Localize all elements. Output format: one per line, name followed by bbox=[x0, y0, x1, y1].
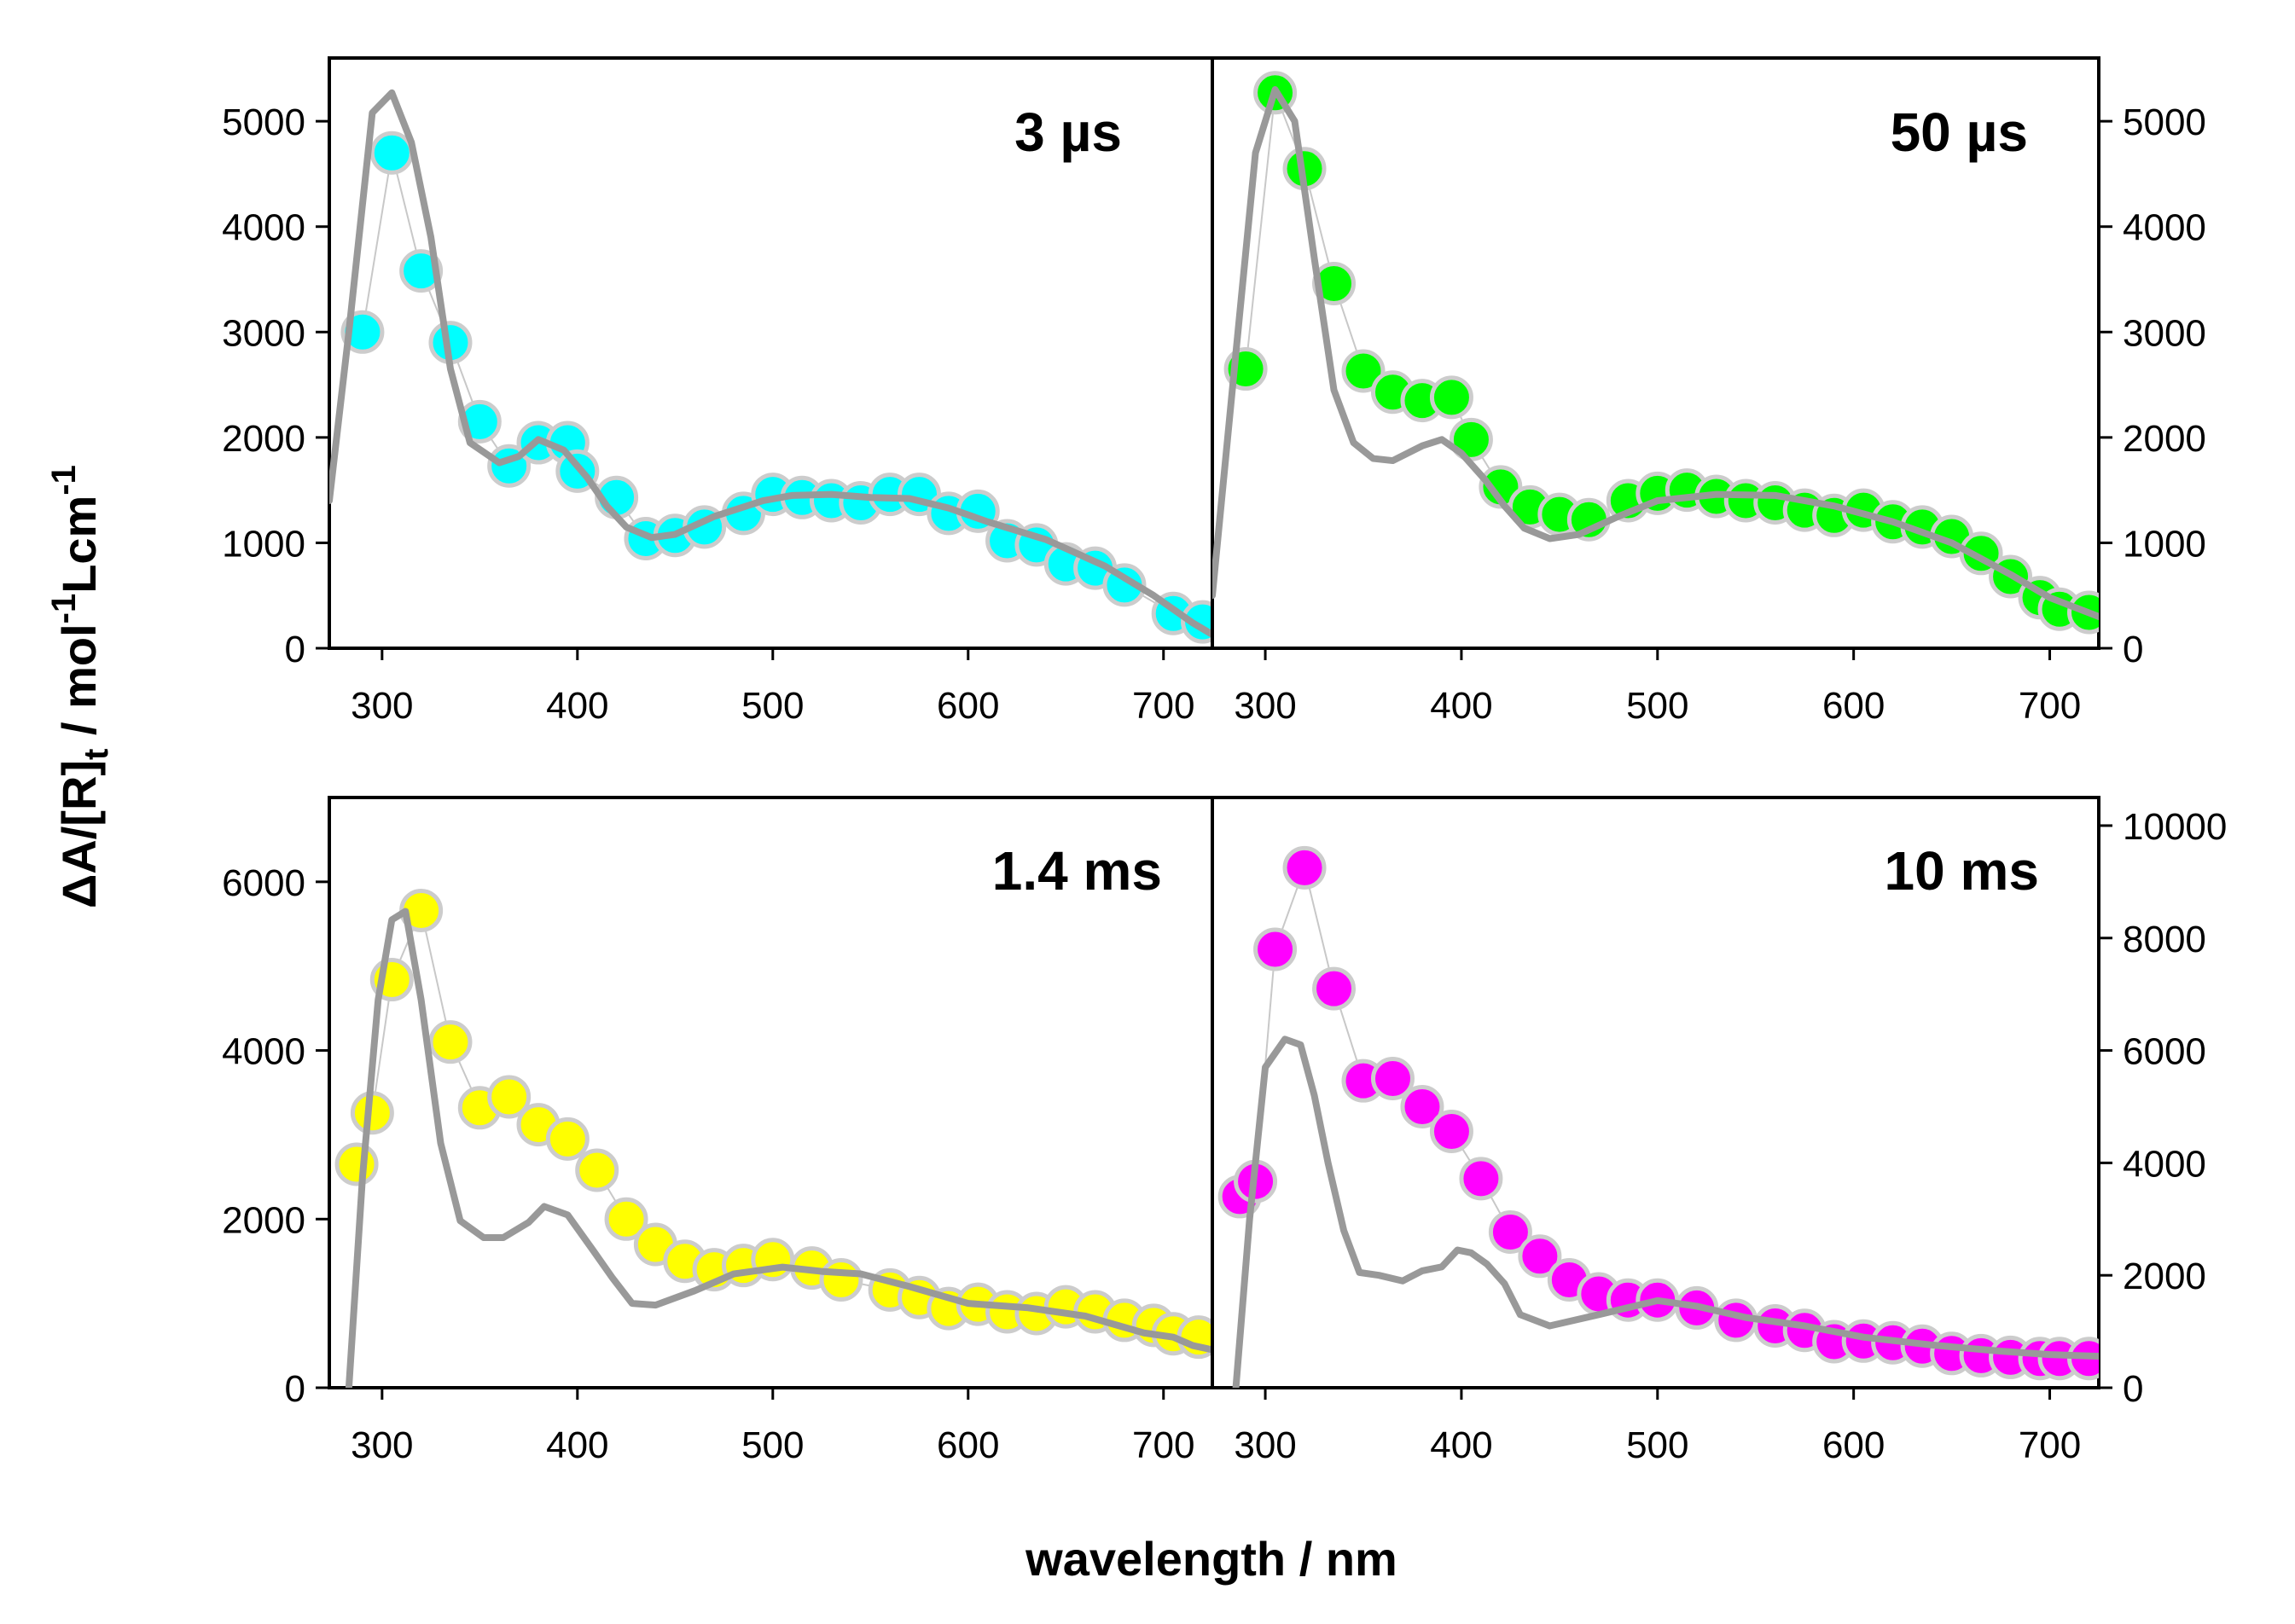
x-tick-label: 500 bbox=[741, 685, 804, 727]
x-tick-label: 400 bbox=[1430, 685, 1492, 727]
x-tick-label: 600 bbox=[1822, 685, 1885, 727]
series-3us bbox=[329, 89, 1212, 644]
data-point bbox=[1429, 375, 1473, 420]
series-1-4ms bbox=[334, 888, 1212, 1388]
data-point bbox=[819, 1257, 863, 1302]
x-tick-label: 300 bbox=[351, 1424, 413, 1466]
panel-3us: 300 400 500 600 700 0 1000 2000 3000 4000 5000 3 µs bbox=[222, 56, 1214, 727]
y-tick-label: 10000 bbox=[2123, 806, 2227, 848]
y-axis-title: ΔA/[R]t / mol-1Lcm-1 bbox=[45, 465, 115, 908]
x-tick-label: 300 bbox=[351, 685, 413, 727]
panel-label-1-4ms: 1.4 ms bbox=[992, 840, 1162, 902]
x-tick-label: 500 bbox=[741, 1424, 804, 1466]
x-tick-label: 500 bbox=[1626, 1424, 1688, 1466]
y-tick-label: 0 bbox=[285, 1368, 305, 1410]
data-point bbox=[1479, 465, 1523, 509]
y-tick-label: 1000 bbox=[2123, 523, 2206, 565]
x-tick-label: 400 bbox=[546, 685, 608, 727]
data-point bbox=[1370, 1057, 1415, 1101]
panel-label-3us: 3 µs bbox=[1014, 102, 1122, 163]
y-tick-label: 2000 bbox=[222, 418, 305, 460]
x-tick-label: 700 bbox=[2019, 685, 2081, 727]
panel-50us: 300 400 500 600 700 0 1000 2000 3000 4000 5000 50 µ… bbox=[1211, 56, 2206, 727]
data-point bbox=[575, 1148, 619, 1192]
data-point bbox=[1488, 1209, 1532, 1254]
x-tick-label: 700 bbox=[1132, 1424, 1194, 1466]
panel-10ms: 300 400 500 600 700 0 2000 4000 6000 8000 10000 10 … bbox=[1211, 796, 2227, 1466]
y-axis-title-sup1: -1 bbox=[45, 594, 83, 624]
y-tick-label: 6000 bbox=[2123, 1031, 2206, 1073]
data-point bbox=[545, 1116, 590, 1161]
data-point bbox=[428, 1020, 473, 1064]
data-point bbox=[1341, 349, 1386, 393]
x-tick-label: 300 bbox=[1234, 685, 1296, 727]
y-axis-title-unit: / mol bbox=[52, 624, 106, 748]
y-tick-label: 0 bbox=[2123, 1368, 2143, 1410]
series-50us bbox=[1212, 71, 2099, 635]
data-point bbox=[1518, 1234, 1562, 1279]
data-point bbox=[399, 249, 444, 293]
y-tick-label: 0 bbox=[285, 629, 305, 670]
data-point bbox=[1312, 966, 1357, 1011]
y-tick-label: 3000 bbox=[2123, 312, 2206, 354]
data-point bbox=[604, 1197, 648, 1241]
x-tick-label: 400 bbox=[1430, 1424, 1492, 1466]
y-axis-title-sub: t bbox=[78, 749, 115, 760]
y-tick-label: 5000 bbox=[222, 102, 305, 143]
reference-spectrum-line bbox=[1232, 1035, 2099, 1388]
y-tick-label: 2000 bbox=[222, 1199, 305, 1241]
data-point bbox=[1459, 1157, 1503, 1201]
data-point bbox=[1253, 927, 1298, 972]
y-tick-label: 4000 bbox=[2123, 1143, 2206, 1185]
panel-label-50us: 50 µs bbox=[1891, 102, 2028, 163]
y-axis-title-unit2: Lcm bbox=[52, 496, 106, 594]
data-point bbox=[1312, 261, 1357, 305]
data-point bbox=[334, 1142, 379, 1186]
reference-spectrum-line bbox=[1212, 86, 2099, 620]
y-axis-title-sup2: -1 bbox=[45, 465, 83, 496]
panel-1-4ms: 300 400 500 600 700 0 2000 4000 6000 1.4 ms bbox=[222, 796, 1214, 1466]
data-point bbox=[369, 130, 414, 175]
y-tick-label: 8000 bbox=[2123, 919, 2206, 960]
data-point bbox=[1400, 1084, 1444, 1128]
y-tick-label: 0 bbox=[2123, 629, 2143, 670]
reference-spectrum-line bbox=[345, 908, 1212, 1388]
x-tick-label: 300 bbox=[1234, 1424, 1296, 1466]
y-tick-label: 5000 bbox=[2123, 102, 2206, 143]
x-tick-label: 600 bbox=[937, 685, 999, 727]
x-tick-label: 600 bbox=[937, 1424, 999, 1466]
plot-frame bbox=[1211, 56, 2100, 650]
y-tick-label: 3000 bbox=[222, 312, 305, 354]
y-tick-label: 2000 bbox=[2123, 418, 2206, 460]
x-tick-label: 400 bbox=[546, 1424, 608, 1466]
plot-frame bbox=[1211, 796, 2100, 1389]
data-point bbox=[1429, 1109, 1473, 1153]
y-axis-title-main: ΔA/[R] bbox=[52, 760, 106, 908]
series-10ms bbox=[1217, 845, 2099, 1388]
x-axis-title: wavelength / nm bbox=[1025, 1532, 1397, 1586]
x-tick-label: 500 bbox=[1626, 685, 1688, 727]
x-tick-label: 700 bbox=[2019, 1424, 2081, 1466]
panel-label-10ms: 10 ms bbox=[1885, 840, 2039, 902]
x-tick-label: 600 bbox=[1822, 1424, 1885, 1466]
y-tick-label: 2000 bbox=[2123, 1256, 2206, 1297]
x-tick-label: 700 bbox=[1132, 685, 1194, 727]
y-tick-label: 4000 bbox=[222, 207, 305, 249]
data-point bbox=[487, 1075, 532, 1119]
y-tick-label: 6000 bbox=[222, 862, 305, 904]
y-tick-label: 4000 bbox=[222, 1031, 305, 1073]
y-tick-label: 1000 bbox=[222, 523, 305, 565]
reference-spectrum-line bbox=[329, 89, 1212, 638]
data-point bbox=[1282, 845, 1327, 890]
y-tick-label: 4000 bbox=[2123, 207, 2206, 249]
